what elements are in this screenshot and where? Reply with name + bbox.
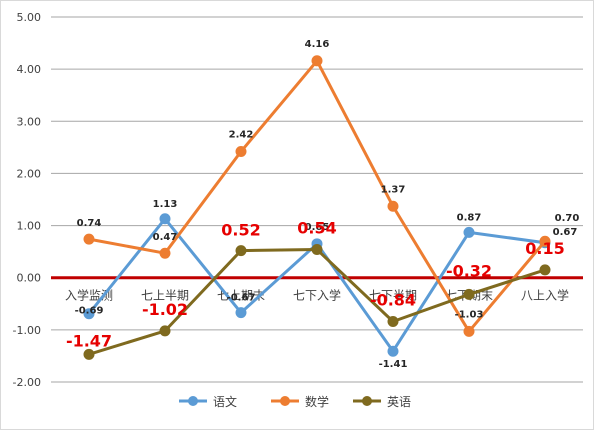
legend-label: 数学 bbox=[305, 394, 329, 409]
data-point bbox=[83, 308, 95, 320]
legend-swatch-marker bbox=[188, 396, 198, 406]
data-point bbox=[159, 247, 171, 259]
y-tick-label: 3.00 bbox=[17, 115, 42, 128]
y-tick-label: -2.00 bbox=[13, 376, 41, 389]
data-point bbox=[387, 345, 399, 357]
x-tick-label: 七下半期 bbox=[369, 289, 417, 303]
data-label: -1.03 bbox=[455, 309, 484, 320]
y-tick-label: 5.00 bbox=[17, 11, 42, 24]
data-point bbox=[387, 316, 399, 328]
data-label: -0.67 bbox=[227, 293, 256, 304]
x-tick-label: 七下入学 bbox=[293, 288, 341, 303]
x-tick-label: 八上入学 bbox=[521, 288, 569, 303]
data-label: 1.37 bbox=[381, 184, 406, 195]
data-label: 0.70 bbox=[555, 213, 580, 224]
y-tick-label: 1.00 bbox=[17, 220, 42, 233]
y-tick-label: 2.00 bbox=[17, 167, 42, 180]
data-label: 0.54 bbox=[297, 219, 336, 238]
data-point bbox=[83, 233, 95, 245]
data-label: -0.32 bbox=[446, 261, 492, 280]
data-label: 0.47 bbox=[153, 232, 178, 243]
legend-swatch-marker bbox=[280, 396, 290, 406]
data-point bbox=[463, 288, 475, 300]
data-label: 0.15 bbox=[525, 239, 564, 258]
data-label: -0.69 bbox=[75, 306, 104, 317]
data-point bbox=[159, 213, 171, 225]
data-point bbox=[235, 146, 247, 158]
data-point bbox=[159, 325, 171, 337]
data-label: -1.02 bbox=[142, 300, 188, 319]
x-tick-label: 七上半期 bbox=[141, 289, 189, 303]
legend-swatch-marker bbox=[362, 396, 372, 406]
data-point bbox=[539, 264, 551, 276]
data-point bbox=[463, 325, 475, 337]
data-label: 2.42 bbox=[229, 130, 254, 141]
data-point bbox=[235, 307, 247, 319]
data-point bbox=[463, 226, 475, 238]
data-point bbox=[311, 244, 323, 256]
x-tick-label: 入学监测 bbox=[65, 288, 113, 303]
legend-label: 语文 bbox=[213, 394, 237, 409]
data-point bbox=[539, 235, 551, 247]
legend-label: 英语 bbox=[387, 395, 411, 409]
data-point bbox=[235, 245, 247, 257]
y-tick-label: -1.00 bbox=[13, 324, 41, 337]
data-label: -1.41 bbox=[379, 359, 408, 370]
data-label: 0.74 bbox=[77, 218, 102, 229]
data-label: 0.87 bbox=[457, 212, 482, 223]
data-point bbox=[83, 348, 95, 360]
data-label: 0.52 bbox=[221, 221, 260, 240]
data-label: -1.47 bbox=[66, 331, 112, 350]
data-label: -0.84 bbox=[370, 291, 416, 310]
y-tick-label: 4.00 bbox=[17, 63, 42, 76]
data-label: 0.65 bbox=[305, 222, 330, 233]
data-label: 1.13 bbox=[153, 199, 178, 210]
data-point bbox=[311, 55, 323, 67]
data-label: 4.16 bbox=[305, 39, 330, 50]
data-point bbox=[387, 200, 399, 212]
y-tick-label: 0.00 bbox=[17, 272, 42, 285]
data-label: 0.67 bbox=[553, 227, 578, 238]
